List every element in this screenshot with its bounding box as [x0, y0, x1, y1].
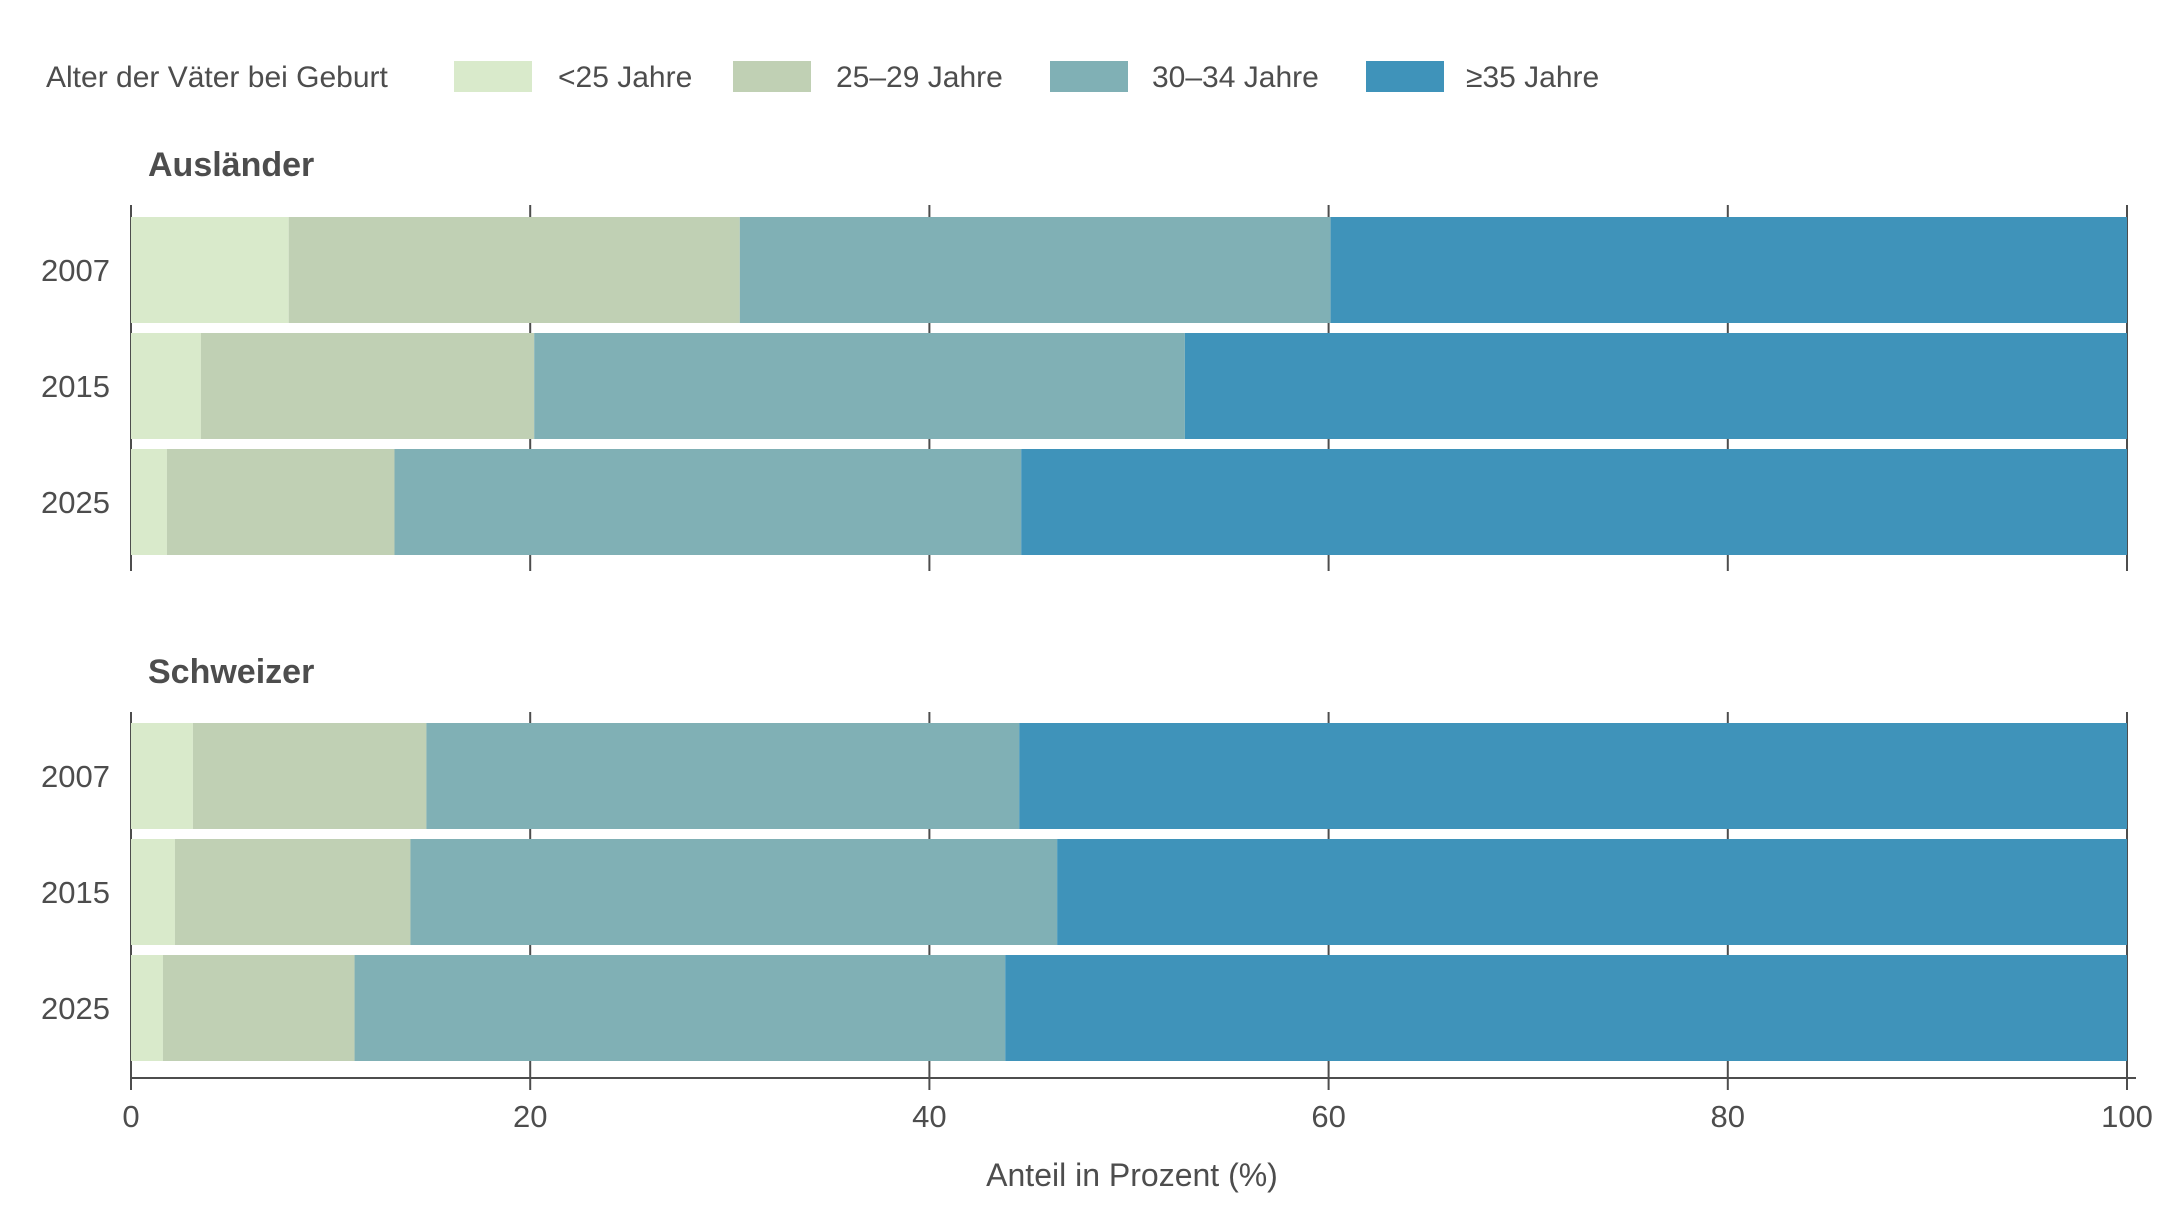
legend-item-4-swatch [1366, 61, 1444, 92]
legend: Alter der Väter bei Geburt <25 Jahre 25–2… [46, 61, 1599, 94]
facet-title: Schweizer [148, 653, 314, 691]
legend-item-1-swatch [454, 61, 532, 92]
bar-segment-schweizer-2007-3 [426, 723, 1020, 829]
bar-segment-ausländer-2015-1 [131, 333, 201, 439]
facet-2: Schweizer 2007 2015 2025 [41, 653, 2128, 1078]
legend-item-1-label: <25 Jahre [558, 61, 692, 94]
bar-segment-ausländer-2007-1 [131, 217, 289, 323]
x-tick-label: 0 [122, 1099, 139, 1134]
category-label: 2025 [41, 485, 110, 520]
x-tick-label: 100 [2101, 1099, 2153, 1134]
category-label: 2015 [41, 875, 110, 910]
bar-segment-schweizer-2025-1 [131, 955, 163, 1061]
bar-segment-ausländer-2015-2 [200, 333, 535, 439]
bar-segment-schweizer-2015-3 [410, 839, 1058, 945]
bar-segment-ausländer-2007-2 [288, 217, 740, 323]
bar-segment-ausländer-2007-3 [739, 217, 1331, 323]
x-axis: Anteil in Prozent (%) 0 20 40 60 80 100 [122, 1077, 2153, 1193]
bar-segment-schweizer-2007-1 [131, 723, 193, 829]
facet-1: Ausländer 2007 2015 2025 [41, 146, 2128, 571]
bar-segment-schweizer-2015-1 [131, 839, 175, 945]
bar-segment-ausländer-2025-4 [1021, 449, 2127, 555]
bar-segment-schweizer-2015-4 [1057, 839, 2127, 945]
bar-segment-ausländer-2015-3 [534, 333, 1185, 439]
bar-segment-schweizer-2015-2 [174, 839, 411, 945]
legend-title: Alter der Väter bei Geburt [46, 61, 389, 94]
category-label: 2015 [41, 369, 110, 404]
legend-item-4-label: ≥35 Jahre [1466, 61, 1599, 94]
bar-segment-schweizer-2025-4 [1005, 955, 2127, 1061]
legend-item-2-label: 25–29 Jahre [836, 61, 1003, 94]
legend-item-2-swatch [733, 61, 811, 92]
category-label: 2007 [41, 253, 110, 288]
bar-segment-schweizer-2025-2 [162, 955, 355, 1061]
x-axis-label: Anteil in Prozent (%) [986, 1157, 1278, 1193]
bar-segment-schweizer-2007-2 [192, 723, 427, 829]
category-label: 2025 [41, 991, 110, 1026]
x-tick-label: 80 [1711, 1099, 1745, 1134]
bar-segment-ausländer-2007-4 [1330, 217, 2127, 323]
bar-segment-ausländer-2025-1 [131, 449, 167, 555]
bar-segment-schweizer-2025-3 [354, 955, 1006, 1061]
bar-segment-ausländer-2025-2 [166, 449, 395, 555]
x-tick-label: 40 [912, 1099, 946, 1134]
bar-segment-schweizer-2007-4 [1019, 723, 2127, 829]
x-tick-label: 20 [513, 1099, 547, 1134]
facet-title: Ausländer [148, 146, 314, 184]
facets: Ausländer 2007 2015 2025 Schweizer 2007 2015 20… [41, 146, 2128, 1078]
bar-segment-ausländer-2025-3 [394, 449, 1022, 555]
legend-item-3-label: 30–34 Jahre [1152, 61, 1319, 94]
category-label: 2007 [41, 759, 110, 794]
legend-item-3-swatch [1050, 61, 1128, 92]
x-tick-label: 60 [1311, 1099, 1345, 1134]
bar-segment-ausländer-2015-4 [1184, 333, 2127, 439]
